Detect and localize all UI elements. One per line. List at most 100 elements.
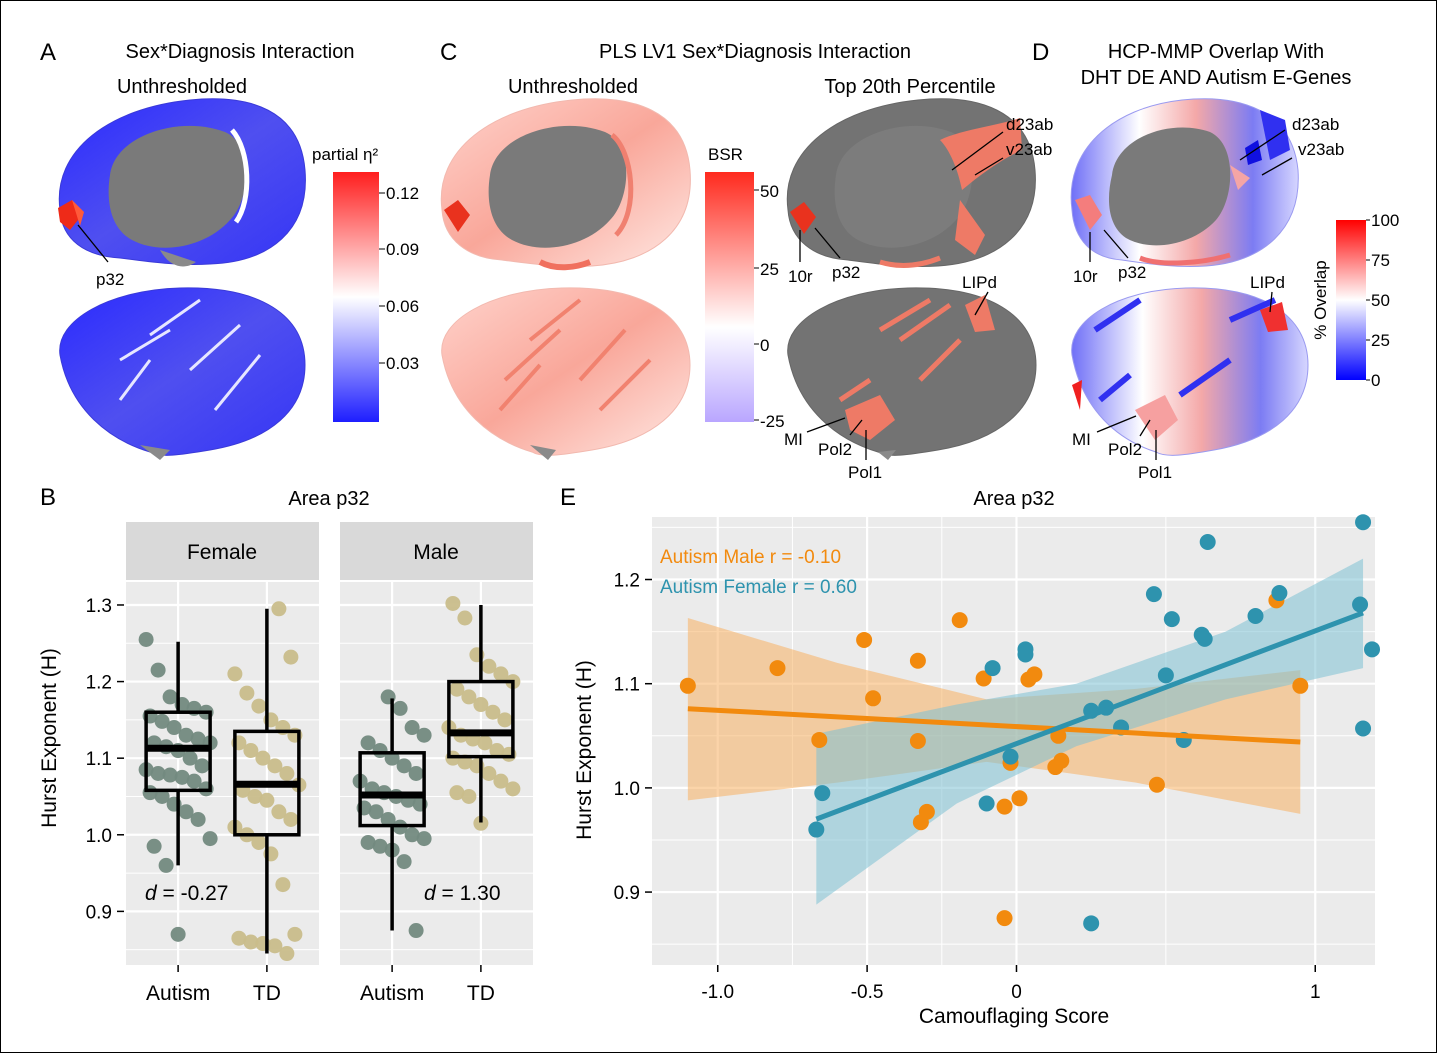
data-point bbox=[162, 689, 178, 705]
label-c-10r: 10r bbox=[788, 267, 813, 286]
label-d-p32-line bbox=[1103, 229, 1129, 259]
brain-d-lateral bbox=[1071, 287, 1309, 456]
panel-b: B Area p32 Hurst Exponent (H) Female Mal… bbox=[38, 484, 533, 1005]
label-d-d23ab: d23ab bbox=[1292, 115, 1339, 134]
data-point bbox=[996, 910, 1013, 927]
label-c-pol1: Pol1 bbox=[848, 463, 882, 482]
data-point bbox=[271, 601, 287, 617]
label-d-lipd: LIPd bbox=[1250, 273, 1285, 292]
colorbar-c-tick-0: 50 bbox=[760, 182, 779, 201]
data-point bbox=[247, 788, 263, 804]
brain-c-lateral bbox=[441, 287, 691, 460]
panel-d-title-line2: DHT DE AND Autism E-Genes bbox=[1081, 67, 1352, 89]
data-point bbox=[227, 666, 243, 682]
label-c-lipd-line bbox=[974, 291, 989, 316]
data-point bbox=[505, 781, 521, 797]
data-point bbox=[239, 685, 255, 701]
label-a-p32: p32 bbox=[96, 270, 124, 289]
plot-background bbox=[340, 582, 533, 965]
colorbar-c-tick-2: 0 bbox=[760, 336, 769, 355]
facet-label-female: Female bbox=[187, 541, 257, 564]
data-point bbox=[1053, 752, 1070, 769]
data-point bbox=[461, 788, 477, 804]
panel-a-title: Sex*Diagnosis Interaction bbox=[125, 41, 354, 63]
panel-a-subtitle: Unthresholded bbox=[117, 76, 247, 98]
panel-c-subtitle-left: Unthresholded bbox=[508, 76, 638, 98]
data-point bbox=[1352, 596, 1369, 613]
colorbar-a-ticks: 0.12 0.09 0.06 0.03 bbox=[379, 184, 419, 373]
data-point bbox=[178, 804, 194, 820]
data-point bbox=[808, 821, 825, 838]
x-tick-label: Autism bbox=[146, 982, 210, 1005]
label-c-p32: p32 bbox=[832, 263, 860, 282]
legend-autism-female: Autism Female r = 0.60 bbox=[660, 577, 857, 598]
data-point bbox=[497, 712, 513, 728]
data-point bbox=[408, 923, 424, 939]
data-point bbox=[271, 804, 287, 820]
colorbar-a-tick-3: 0.03 bbox=[386, 354, 419, 373]
data-point bbox=[202, 831, 218, 847]
colorbar-d-title: % Overlap bbox=[1311, 260, 1330, 339]
brain-a-lateral bbox=[59, 287, 306, 460]
data-point bbox=[461, 689, 477, 705]
data-point bbox=[1002, 748, 1019, 765]
panel-c: C PLS LV1 Sex*Diagnosis Interaction Unth… bbox=[440, 39, 1053, 482]
data-point bbox=[166, 720, 182, 736]
box-iqr bbox=[358, 751, 426, 828]
y-tick-label: 1.1 bbox=[86, 749, 112, 770]
x-tick-label: TD bbox=[467, 982, 495, 1005]
label-c-d23ab-line bbox=[951, 131, 1004, 171]
data-point bbox=[457, 610, 473, 626]
data-point bbox=[279, 766, 295, 781]
data-point bbox=[978, 795, 995, 812]
data-point bbox=[372, 838, 388, 854]
data-point bbox=[178, 727, 194, 743]
data-point bbox=[259, 792, 275, 808]
data-point bbox=[368, 804, 384, 820]
panel-d-letter: D bbox=[1032, 39, 1049, 66]
data-point bbox=[679, 677, 696, 694]
data-point bbox=[190, 811, 206, 827]
y-tick-label: 1.0 bbox=[86, 826, 112, 847]
data-point bbox=[404, 827, 420, 843]
data-point bbox=[170, 926, 186, 942]
label-d-p32: p32 bbox=[1118, 263, 1146, 282]
data-point bbox=[493, 666, 509, 682]
data-point bbox=[174, 769, 190, 785]
data-point bbox=[275, 877, 291, 893]
data-point bbox=[416, 831, 432, 847]
data-point bbox=[360, 834, 376, 850]
label-c-pol2-line bbox=[849, 419, 863, 436]
colorbar-d-tick-0: 100 bbox=[1371, 211, 1399, 230]
panel-d-title-line1: HCP-MMP Overlap With bbox=[1108, 41, 1324, 63]
effect-size-male-value: = 1.30 bbox=[436, 882, 501, 905]
facet-female-plot bbox=[126, 582, 319, 965]
data-point bbox=[243, 743, 259, 759]
data-point bbox=[856, 631, 873, 648]
data-point bbox=[918, 803, 935, 820]
data-point bbox=[392, 700, 408, 716]
label-d-d23ab-line bbox=[1239, 129, 1286, 161]
data-point bbox=[154, 713, 170, 729]
label-d-mi-line bbox=[1096, 415, 1137, 433]
label-c-mi-line bbox=[806, 417, 846, 433]
data-point bbox=[408, 766, 424, 781]
colorbar-c bbox=[705, 172, 754, 422]
colorbar-d-ticks: 100 75 50 25 0 bbox=[1366, 211, 1399, 390]
panel-c-title: PLS LV1 Sex*Diagnosis Interaction bbox=[599, 41, 911, 63]
data-point bbox=[190, 731, 206, 747]
brain-c-top20-medial bbox=[786, 98, 1036, 268]
data-point bbox=[279, 946, 295, 962]
colorbar-a bbox=[333, 172, 379, 422]
data-point bbox=[146, 838, 162, 854]
data-point bbox=[1355, 514, 1372, 531]
effect-size-female: d = -0.27 bbox=[145, 882, 229, 905]
data-point bbox=[1017, 646, 1034, 663]
data-point bbox=[449, 681, 465, 697]
colorbar-c-tick-1: 25 bbox=[760, 260, 779, 279]
facet-strip-male bbox=[340, 522, 533, 580]
colorbar-d-tick-3: 25 bbox=[1371, 331, 1390, 350]
panel-e-title: Area p32 bbox=[973, 488, 1054, 510]
data-point bbox=[287, 926, 303, 942]
